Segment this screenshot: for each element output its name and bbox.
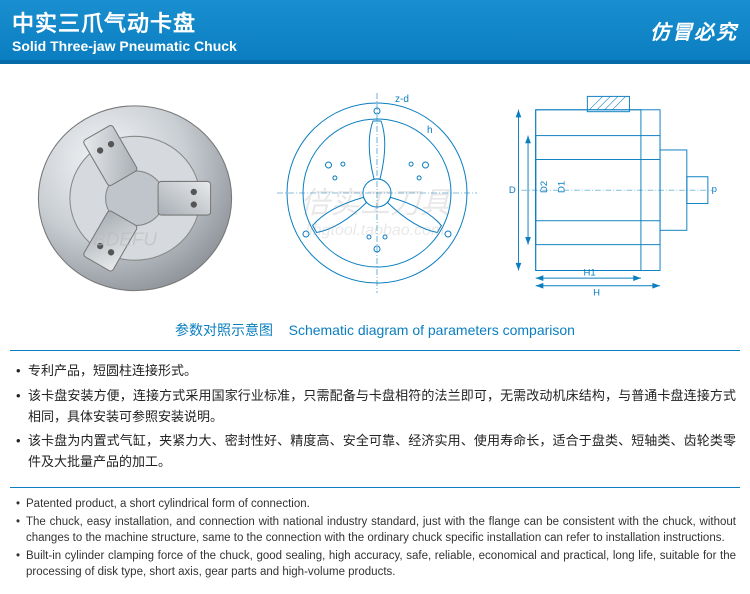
caption-cn: 参数对照示意图 (175, 322, 273, 338)
diagram-area: BDEFU z-d h (0, 64, 750, 314)
label-D2: D2 (539, 181, 550, 193)
schematic-side: D D2 D1 H H1 p (507, 88, 727, 298)
label-D: D (509, 185, 516, 196)
title-en: Solid Three-jaw Pneumatic Chuck (12, 38, 237, 54)
caption-en: Schematic diagram of parameters comparis… (289, 322, 575, 338)
caption: 参数对照示意图 Schematic diagram of parameters … (0, 314, 750, 350)
bullet-cn: 该卡盘安装方便，连接方式采用国家行业标准，只需配备与卡盘相符的法兰即可，无需改动… (14, 386, 736, 428)
bullet-en: Patented product, a short cylindrical fo… (14, 496, 736, 512)
header-right: 仿冒必究 (650, 16, 738, 45)
label-H: H (593, 287, 600, 298)
bullet-en: The chuck, easy installation, and connec… (14, 514, 736, 546)
bullet-cn: 该卡盘为内置式气缸，夹紧力大、密封性好、精度高、安全可靠、经济实用、使用寿命长，… (14, 431, 736, 473)
label-H1: H1 (584, 267, 596, 278)
bullet-cn: 专利产品，短圆柱连接形式。 (14, 361, 736, 382)
bullet-en: Built-in cylinder clamping force of the … (14, 548, 736, 580)
header-titles: 中实三爪气动卡盘 Solid Three-jaw Pneumatic Chuck (12, 6, 237, 54)
header: 中实三爪气动卡盘 Solid Three-jaw Pneumatic Chuck… (0, 0, 750, 64)
title-cn: 中实三爪气动卡盘 (12, 6, 237, 38)
bullets-en: Patented product, a short cylindrical fo… (0, 488, 750, 594)
label-h: h (427, 125, 433, 136)
bullets-cn: 专利产品，短圆柱连接形式。 该卡盘安装方便，连接方式采用国家行业标准，只需配备与… (0, 351, 750, 487)
svg-text:BDEFU: BDEFU (93, 230, 157, 251)
label-D1: D1 (557, 181, 568, 193)
label-zd: z-d (395, 94, 409, 105)
schematic-front: z-d h (277, 93, 477, 293)
product-photo: BDEFU (23, 88, 248, 298)
label-p: p (712, 184, 717, 195)
